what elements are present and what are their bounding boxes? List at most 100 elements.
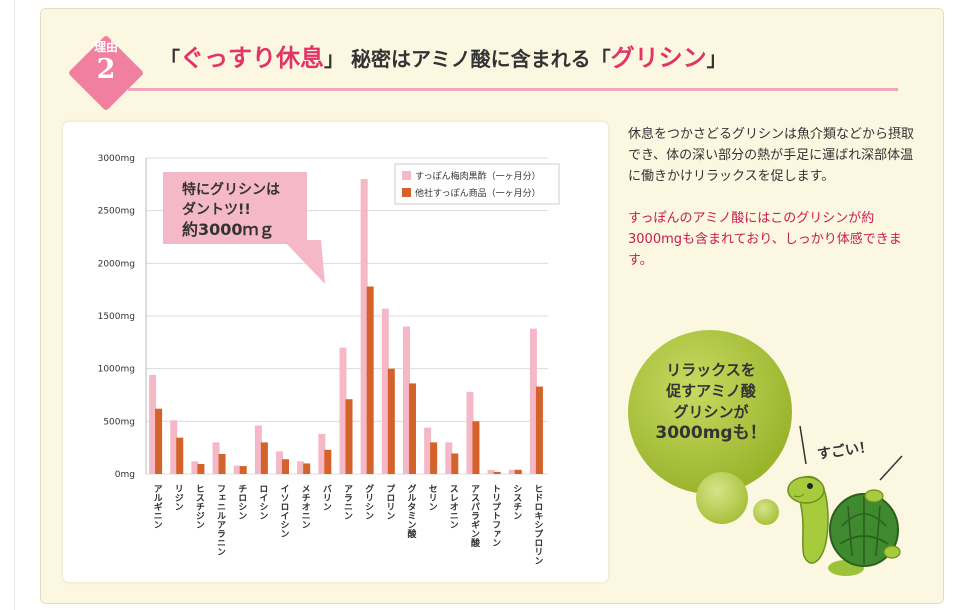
callout-line-1: 特にグリシンは — [182, 182, 280, 198]
reason-badge — [69, 36, 143, 110]
bar-series-2 — [197, 463, 205, 474]
x-tick-label: グリシン — [363, 483, 374, 520]
bar-series-2 — [451, 453, 459, 474]
bar-series-1 — [276, 451, 284, 474]
x-tick-label: イソロイシン — [279, 484, 290, 538]
bar-series-2 — [260, 442, 268, 474]
title-middle: 秘密はアミノ酸に含まれる — [350, 47, 591, 71]
y-tick-label: 2500mg — [98, 207, 135, 217]
bar-series-1 — [445, 442, 453, 474]
y-tick-label: 3000mg — [98, 154, 135, 164]
bar-series-2 — [282, 459, 290, 474]
bar-series-1 — [233, 465, 241, 474]
turtle-icon — [787, 475, 901, 576]
callout-line-2: ダントツ!! — [182, 202, 251, 218]
bubble-line-4: 3000mgも！ — [655, 423, 767, 443]
y-tick-label: 500mg — [103, 417, 135, 427]
speech-bubble-large — [628, 330, 792, 494]
bar-series-1 — [381, 308, 389, 474]
x-tick-label: グルタミン酸 — [405, 483, 416, 539]
bar-series-2 — [408, 383, 416, 474]
x-tick-label: アルギニン — [152, 484, 163, 529]
description-paragraph-1: 休息をつかさどるグリシンは魚介類などから摂取でき、体の深い部分の熱が手足に運ばれ… — [628, 127, 915, 184]
bar-series-2 — [155, 408, 163, 474]
bar-series-2 — [514, 469, 522, 474]
y-tick-label: 1500mg — [98, 312, 135, 322]
bar-series-2 — [324, 449, 332, 474]
bubble-text: リラックスを 促すアミノ酸 グリシンが 3000mgも！ — [636, 360, 786, 444]
x-tick-label: チロシン — [236, 484, 247, 520]
badge-label: 理由 — [93, 40, 118, 54]
bar-series-1 — [424, 427, 432, 474]
legend-swatch-orange — [402, 188, 411, 197]
x-tick-label: メチオニン — [300, 484, 311, 529]
bar-series-2 — [472, 421, 480, 474]
x-tick-label: ヒドロキシプロリン — [532, 484, 543, 565]
bar-series-2 — [535, 386, 543, 474]
bar-series-1 — [529, 328, 537, 474]
speech-bubble-small — [753, 499, 779, 525]
heading-underline — [128, 88, 898, 91]
bar-series-2 — [430, 442, 438, 474]
bar-series-2 — [387, 368, 395, 474]
x-tick-label: ヒスチジン — [194, 484, 205, 529]
bar-series-1 — [487, 469, 495, 474]
bar-series-2 — [366, 286, 374, 474]
x-tick-label: セリン — [427, 484, 438, 511]
title-keyword-glycine: グリシン — [610, 44, 707, 72]
y-tick-label: 2000mg — [98, 259, 135, 269]
bar-series-1 — [170, 420, 178, 474]
x-tick-label: バリン — [321, 484, 332, 511]
x-tick-label: アラニン — [342, 484, 353, 520]
title-close-bracket: 」 — [324, 47, 344, 71]
speech-bubble-medium — [696, 472, 748, 524]
bar-series-2 — [218, 453, 226, 474]
bar-series-1 — [339, 347, 347, 474]
description: 休息をつかさどるグリシンは魚介類などから摂取でき、体の深い部分の熱が手足に運ばれ… — [628, 124, 918, 271]
bar-series-1 — [402, 326, 410, 474]
x-tick-label: フェニルアラニン — [215, 484, 226, 556]
callout-pointer — [283, 240, 325, 284]
description-paragraph-2: すっぽんのアミノ酸にはこのグリシンが約3000mgも含まれており、しっかり体感で… — [628, 211, 902, 268]
excite-line-right — [879, 455, 903, 481]
y-tick-label: 1000mg — [98, 365, 135, 375]
legend-label-series-1: すっぽん梅肉黒酢（一ヶ月分） — [415, 170, 541, 182]
x-tick-label: プロリン — [384, 483, 394, 520]
x-tick-label: スレオニン — [448, 484, 459, 529]
title-close-bracket-2: 」 — [706, 47, 727, 71]
bar-series-1 — [297, 461, 305, 474]
amino-acid-bar-chart: 0mg 500mg 1000mg 1500mg 2000mg 2500mg 3000mg アル… — [98, 154, 560, 565]
x-tick-label: アスパラギン酸 — [469, 484, 480, 548]
bar-series-2 — [176, 437, 184, 474]
callout-text: 特にグリシンは ダントツ!! 約3000ｍｇ — [182, 180, 322, 240]
bubble-line-1: リラックスを — [666, 361, 756, 379]
x-tick-label: リジン — [173, 484, 184, 511]
bar-series-1 — [149, 374, 157, 474]
page-edge-line — [14, 0, 15, 610]
title-keyword-rest: ぐっすり休息 — [180, 44, 324, 72]
bar-series-1 — [508, 469, 516, 474]
callout-box — [163, 172, 307, 244]
bar-series-2 — [239, 466, 247, 474]
title-open-bracket-2: 「 — [590, 47, 611, 71]
badge-number: 2 — [96, 54, 116, 85]
bar-series-1 — [191, 461, 199, 474]
excite-line-left — [799, 425, 807, 465]
bubble-line-2: 促すアミノ酸 — [666, 382, 756, 400]
bar-series-2 — [493, 471, 501, 474]
turtle-illustration — [628, 330, 903, 576]
title-open-bracket: 「 — [160, 47, 180, 71]
callout-line-3: 約3000ｍｇ — [182, 220, 275, 239]
page-title: 「ぐっすり休息」 秘密はアミノ酸に含まれる「グリシン」 — [160, 38, 727, 73]
legend-swatch-pink — [402, 171, 411, 180]
bar-series-2 — [345, 399, 353, 474]
x-tick-label: シスチン — [511, 484, 522, 520]
x-tick-label: ロイシン — [257, 484, 268, 520]
legend-label-series-2: 他社すっぽん商品（一ヶ月分） — [415, 187, 541, 199]
x-tick-label: トリプトファン — [490, 484, 500, 547]
bar-series-1 — [318, 433, 326, 474]
badge-diamond — [69, 36, 143, 110]
bar-series-1 — [466, 391, 474, 474]
bubble-line-3: グリシンが — [673, 403, 749, 421]
bar-series-1 — [254, 425, 262, 474]
